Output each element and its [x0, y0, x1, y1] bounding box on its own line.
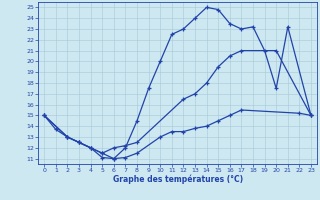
- X-axis label: Graphe des températures (°C): Graphe des températures (°C): [113, 175, 243, 184]
